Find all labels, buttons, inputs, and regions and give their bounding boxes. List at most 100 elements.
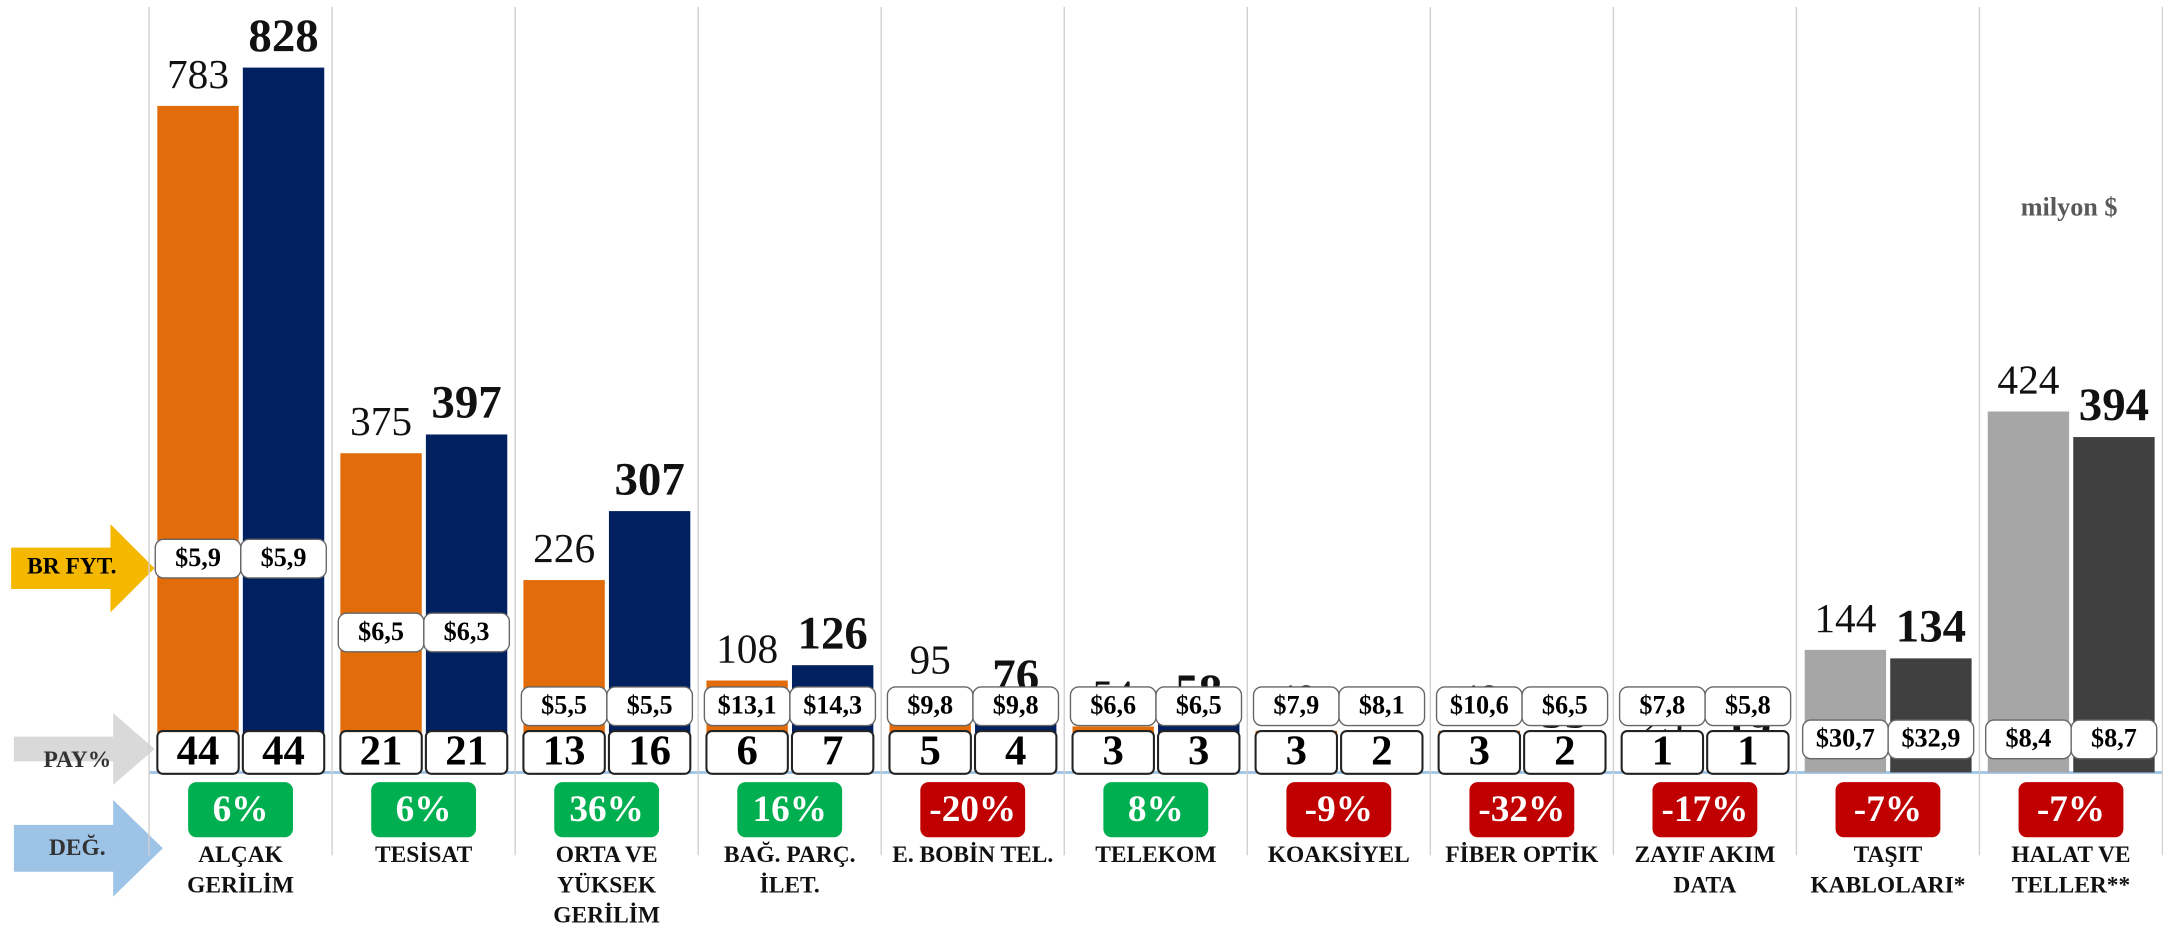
share-label: 4 [1005, 727, 1026, 774]
value-label: 375 [350, 398, 412, 444]
share-label: 7 [822, 727, 843, 774]
category-label: TELEKOM [1095, 842, 1216, 868]
value-label: 126 [798, 607, 868, 659]
category-label: FİBER OPTİK [1445, 842, 1599, 868]
share-box [1340, 730, 1424, 775]
bar [157, 105, 239, 773]
price-box [240, 538, 327, 579]
share-box [607, 730, 692, 775]
row-label: BR FYT. [27, 554, 116, 580]
price-label: $6,5 [1176, 691, 1222, 720]
annotation: milyon $ [2021, 193, 2118, 222]
share-label: 21 [445, 727, 488, 774]
category-label: YÜKSEK [557, 872, 657, 898]
price-box [423, 612, 511, 653]
bar [425, 434, 508, 773]
share-label: 3 [1103, 727, 1124, 774]
share-box [790, 730, 875, 775]
value-label: 307 [614, 453, 684, 505]
price-label: $14,3 [803, 691, 862, 720]
change-label: -9% [1305, 789, 1373, 830]
change-label: 6% [396, 789, 452, 830]
value-label: 828 [248, 10, 318, 62]
price-box [1521, 686, 1609, 727]
share-box [1157, 730, 1241, 775]
category-label: KOAKSİYEL [1268, 842, 1410, 868]
price-label: $6,5 [1542, 691, 1588, 720]
price-label: $7,8 [1639, 691, 1685, 720]
price-label: $5,5 [541, 691, 587, 720]
category-label: E. BOBİN TEL. [892, 842, 1053, 868]
share-box [705, 730, 789, 775]
category-label: TAŞIT [1854, 842, 1923, 868]
category-label: TELLER** [2012, 872, 2131, 898]
share-box [1523, 730, 1607, 775]
value-label: 397 [431, 377, 501, 429]
change-badge [371, 782, 477, 838]
price-label: $5,9 [175, 543, 221, 572]
row-label: PAY% [43, 747, 111, 773]
price-label: $7,9 [1273, 691, 1319, 720]
share-box [1437, 730, 1522, 775]
price-label: $5,5 [627, 691, 673, 720]
price-label: $9,8 [993, 691, 1039, 720]
price-label: $8,7 [2091, 724, 2137, 753]
share-label: 44 [262, 727, 305, 774]
change-label: -17% [1661, 789, 1748, 830]
share-label: 2 [1554, 727, 1575, 774]
category-label: İLET. [760, 872, 820, 898]
category-label: DATA [1673, 872, 1736, 898]
price-box [1887, 719, 1975, 760]
share-label: 3 [1286, 727, 1307, 774]
arrow-share [13, 713, 155, 785]
price-box [1338, 686, 1426, 727]
share-box [1620, 730, 1705, 775]
value-label: 783 [167, 51, 229, 97]
share-box [1706, 730, 1790, 775]
value-label: 95 [909, 636, 950, 682]
price-label: $6,5 [358, 617, 404, 646]
price-label: $6,6 [1090, 691, 1136, 720]
category-label: BAĞ. PARÇ. [724, 841, 856, 868]
share-box [1071, 730, 1155, 775]
arrow-change [13, 800, 163, 897]
price-label: $32,9 [1901, 724, 1960, 753]
value-label: 394 [2079, 379, 2149, 431]
share-box [973, 730, 1058, 775]
share-box [156, 730, 240, 775]
change-badge [1103, 782, 1209, 838]
change-badge [554, 782, 660, 838]
change-badge [737, 782, 843, 838]
share-label: 1 [1737, 727, 1758, 774]
share-box [1254, 730, 1338, 775]
price-label: $9,8 [907, 691, 953, 720]
category-label: ALÇAK [198, 842, 283, 868]
share-label: 44 [177, 727, 220, 774]
share-box [888, 730, 972, 775]
bar [2073, 437, 2155, 773]
price-box [1155, 686, 1243, 727]
value-label: 424 [1997, 356, 2059, 402]
change-label: -32% [1478, 789, 1565, 830]
price-box [1704, 686, 1792, 727]
share-label: 2 [1371, 727, 1392, 774]
bar [242, 67, 325, 773]
share-label: 3 [1469, 727, 1490, 774]
share-box [241, 730, 326, 775]
change-badge [1286, 782, 1392, 838]
change-badge [2018, 782, 2124, 838]
price-label: $6,3 [444, 617, 490, 646]
price-label: $5,8 [1725, 691, 1771, 720]
change-label: 36% [569, 789, 643, 830]
value-label: 134 [1896, 601, 1966, 653]
share-label: 6 [736, 727, 757, 774]
share-label: 13 [543, 727, 586, 774]
change-badge [1835, 782, 1941, 838]
category-label: HALAT VE [2011, 842, 2130, 868]
share-label: 21 [360, 727, 403, 774]
change-label: -7% [2037, 789, 2105, 830]
price-box [2070, 719, 2158, 760]
share-label: 5 [919, 727, 940, 774]
